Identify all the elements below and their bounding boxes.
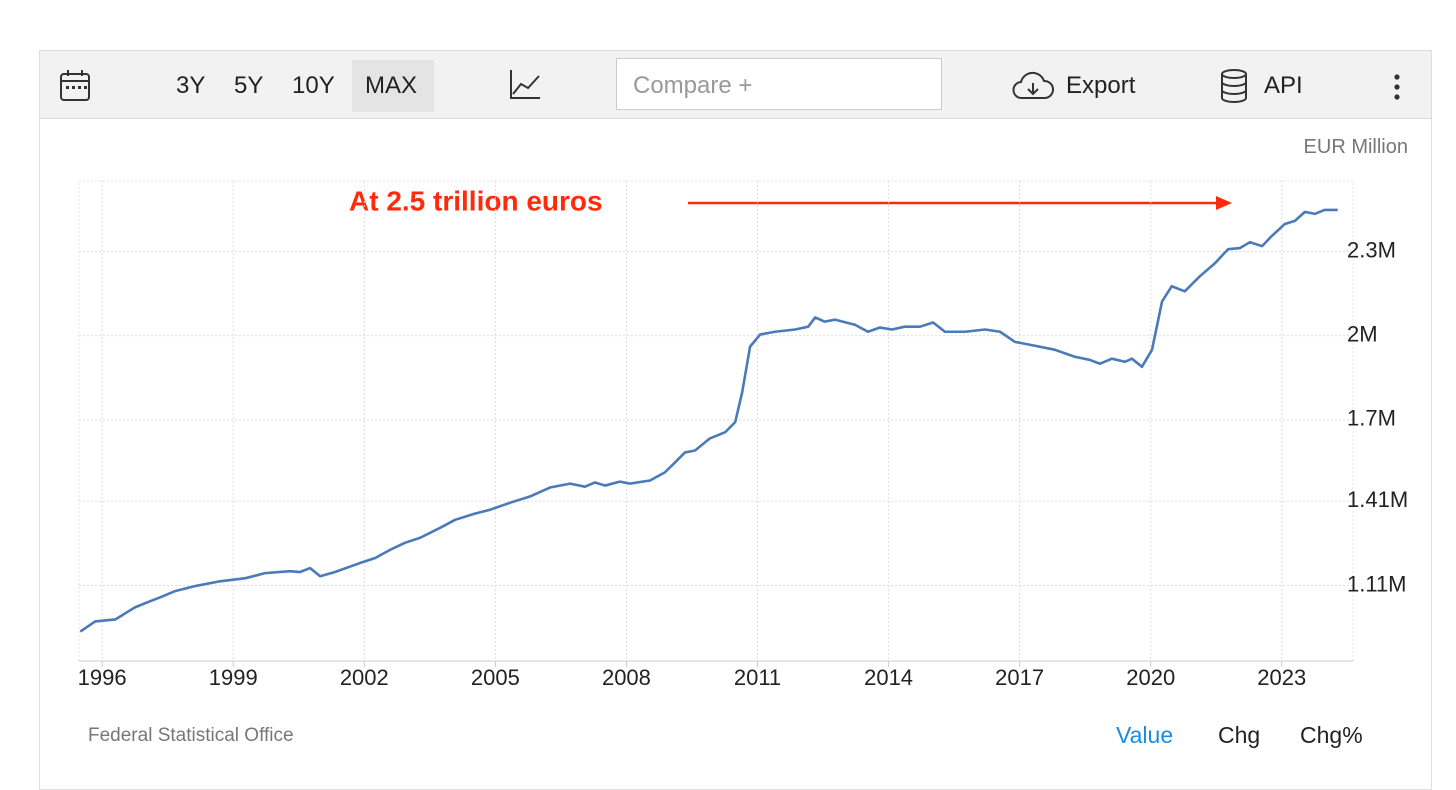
range-button[interactable]: 5Y [234, 72, 264, 99]
annotation: At 2.5 trillion euros [349, 185, 603, 216]
y-tick-label: 2M [1347, 321, 1378, 346]
x-tick-label: 2017 [995, 665, 1044, 690]
x-tick-label: 2011 [734, 665, 781, 690]
arrow-head [1216, 196, 1232, 210]
chart-type-icon[interactable] [508, 68, 542, 102]
x-tick-label: 2020 [1126, 665, 1175, 690]
x-tick-label: 2023 [1257, 665, 1306, 690]
plot-frame [78, 180, 1354, 662]
tab[interactable]: Chg% [1300, 722, 1363, 748]
x-tick-label: 2005 [471, 665, 520, 690]
unit-label: EUR Million [1303, 136, 1408, 158]
x-tick-label: 2014 [864, 665, 913, 690]
data-line [79, 208, 1338, 633]
api-icon[interactable] [1218, 68, 1250, 104]
y-tick-label: 2.3M [1347, 237, 1396, 262]
compare-input[interactable]: Compare + [616, 58, 942, 110]
axes: 1.11M 1.41M 1.7M 2M 2.3M 1996 1999 2002 2005 2008… [78, 181, 1408, 690]
range-button[interactable]: 10Y [292, 72, 335, 99]
tab[interactable]: Chg [1218, 722, 1261, 748]
y-tick-label: 1.41M [1347, 487, 1408, 512]
x-tick-label: 2008 [602, 665, 651, 690]
range-button[interactable]: MAX [365, 72, 418, 99]
range-button[interactable]: 3Y [176, 72, 206, 99]
source: Federal Statistical Office [88, 725, 294, 746]
y-tick-label: 1.7M [1347, 406, 1396, 431]
range-selected-bg [352, 60, 434, 112]
y-tick-label: 1.11M [1347, 571, 1407, 596]
x-tick-label: 1996 [78, 665, 127, 690]
api-button[interactable]: API [1264, 72, 1303, 99]
export-button[interactable]: Export [1066, 72, 1136, 99]
tab[interactable]: Value [1116, 722, 1174, 748]
export-icon[interactable] [1012, 70, 1054, 104]
calendar-icon[interactable] [58, 68, 92, 104]
more-menu[interactable] [1390, 72, 1404, 102]
x-tick-label: 1999 [209, 665, 258, 690]
x-tick-label: 2002 [340, 665, 389, 690]
